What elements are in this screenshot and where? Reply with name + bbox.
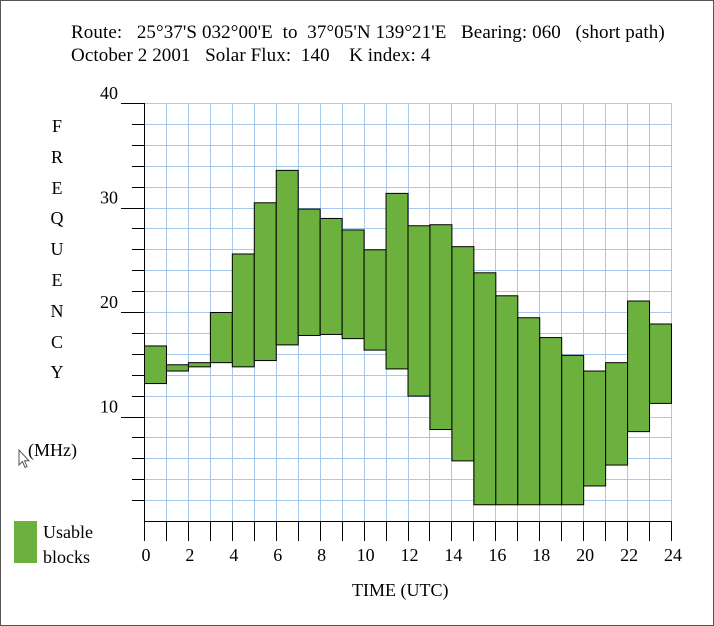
usable-block-hour-19 xyxy=(562,355,584,504)
x-tick-label: 22 xyxy=(620,545,638,565)
x-tick-label: 24 xyxy=(664,545,682,565)
x-tick-label: 20 xyxy=(576,545,594,565)
x-tick-label: 0 xyxy=(142,545,151,565)
usable-block-hour-17 xyxy=(518,318,540,505)
usable-block-hour-13 xyxy=(430,225,452,430)
usable-block-hour-16 xyxy=(496,296,518,505)
y-tick-label: 30 xyxy=(100,188,118,208)
x-tick-label: 8 xyxy=(317,545,326,565)
usable-block-hour-9 xyxy=(342,230,364,339)
usable-block-hour-0 xyxy=(145,346,167,384)
x-tick-label: 16 xyxy=(488,545,506,565)
x-tick-label: 10 xyxy=(357,545,375,565)
usable-block-hour-4 xyxy=(232,254,254,367)
usable-block-hour-8 xyxy=(320,218,342,334)
usable-block-hour-18 xyxy=(540,338,562,505)
x-tick-label: 2 xyxy=(185,545,194,565)
usable-block-hour-2 xyxy=(188,363,210,367)
y-tick-label: 20 xyxy=(100,292,118,312)
usable-block-hour-11 xyxy=(386,193,408,369)
usable-block-hour-6 xyxy=(276,170,298,345)
y-tick-label: 10 xyxy=(100,397,118,417)
x-tick-label: 6 xyxy=(273,545,282,565)
usable-block-hour-15 xyxy=(474,273,496,505)
usable-block-hour-22 xyxy=(628,301,650,432)
usable-block-hour-1 xyxy=(166,365,188,371)
usable-block-hour-14 xyxy=(452,247,474,461)
usable-block-hour-7 xyxy=(298,209,320,335)
x-tick-label: 4 xyxy=(229,545,238,565)
usable-block-hour-5 xyxy=(254,203,276,361)
x-tick-label: 14 xyxy=(444,545,462,565)
x-tick-label: 12 xyxy=(401,545,419,565)
usable-block-hour-10 xyxy=(364,250,386,350)
y-tick-label: 40 xyxy=(100,83,118,103)
x-tick-label: 18 xyxy=(532,545,550,565)
usable-block-hour-12 xyxy=(408,226,430,396)
usable-block-hour-3 xyxy=(210,313,232,363)
usable-block-hour-23 xyxy=(650,324,672,403)
usable-block-hour-20 xyxy=(584,371,606,486)
usable-block-hour-21 xyxy=(606,363,628,465)
